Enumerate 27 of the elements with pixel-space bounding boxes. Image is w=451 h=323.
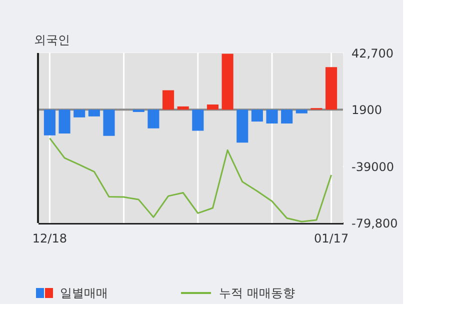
bar bbox=[296, 110, 308, 114]
bar bbox=[192, 110, 204, 131]
legend-label: 일별매매 bbox=[60, 286, 108, 300]
bar bbox=[103, 110, 115, 136]
bar bbox=[74, 110, 86, 118]
y-tick-label: -79,800 bbox=[352, 216, 398, 230]
bar bbox=[148, 110, 160, 128]
bar bbox=[222, 54, 234, 110]
bar bbox=[206, 104, 219, 110]
x-tick-label: 01/17 bbox=[314, 232, 349, 246]
y-tick-label: -39000 bbox=[352, 160, 394, 174]
bar bbox=[266, 110, 278, 124]
bar bbox=[236, 110, 248, 143]
bar bbox=[58, 110, 70, 134]
bar bbox=[88, 110, 100, 116]
y-tick-label: 42,700 bbox=[352, 46, 394, 60]
bar bbox=[44, 110, 56, 136]
bar bbox=[177, 106, 189, 110]
y-tick-label: 1900 bbox=[352, 103, 382, 118]
bar bbox=[162, 90, 174, 110]
line-series bbox=[48, 137, 332, 222]
bar bbox=[251, 110, 263, 122]
x-tick-label: 12/18 bbox=[32, 232, 68, 246]
bar bbox=[326, 67, 338, 110]
legend-label: 누적 매매동향 bbox=[219, 286, 295, 300]
bar bbox=[281, 110, 293, 124]
chart-title: 외국인 bbox=[34, 33, 70, 47]
